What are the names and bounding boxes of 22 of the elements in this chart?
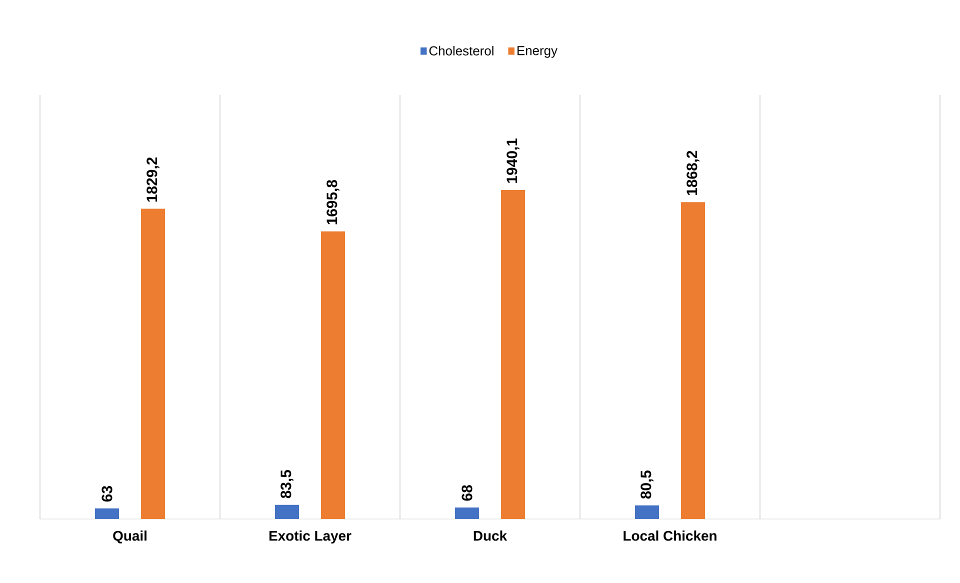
data-label: 1940,1	[506, 138, 520, 183]
data-label: 63	[102, 486, 112, 502]
x-tick-label: Quail	[113, 530, 146, 544]
x-tick-label: Duck	[474, 530, 508, 541]
data-label: 1695,8	[326, 180, 340, 224]
x-tick-label: Exotic Layer	[269, 530, 352, 544]
bar	[95, 508, 119, 519]
bar	[501, 190, 526, 519]
legend-label: Energy	[518, 46, 558, 58]
bar	[321, 231, 346, 519]
bar	[635, 505, 660, 519]
data-label: 1829,2	[146, 157, 160, 202]
bar	[275, 504, 300, 519]
bar	[141, 208, 166, 519]
data-label: 80,5	[640, 470, 654, 499]
data-label: 1868,2	[686, 150, 700, 196]
x-tick-label: Local Chicken	[624, 530, 716, 541]
bar	[681, 202, 706, 519]
legend-label: Cholesterol	[429, 46, 494, 56]
data-label: 68	[462, 485, 472, 501]
data-label: 83,5	[280, 470, 294, 498]
bar	[455, 507, 480, 519]
